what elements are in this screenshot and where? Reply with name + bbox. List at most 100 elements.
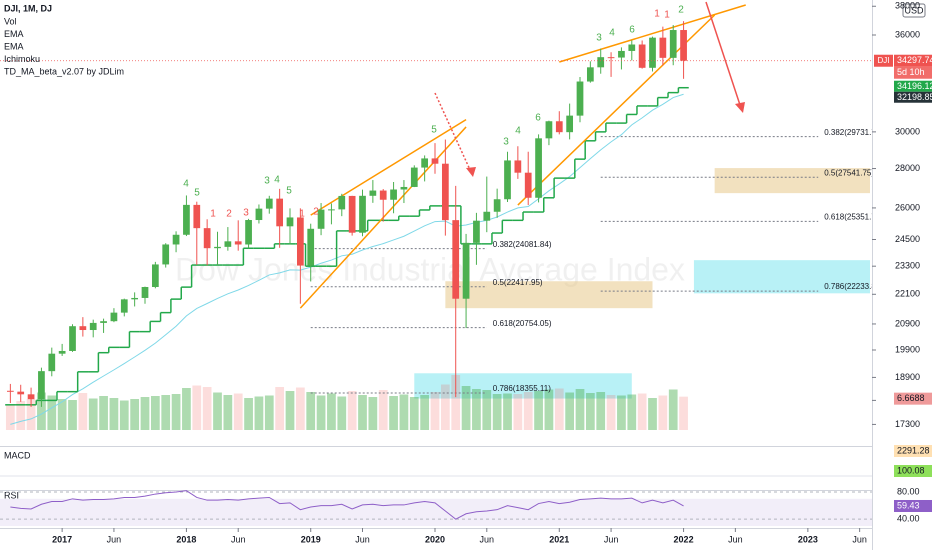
- volume-bar: [57, 399, 67, 430]
- x-tick-label: Jun: [355, 534, 370, 544]
- volume-bar: [130, 399, 140, 430]
- volume-bar: [451, 375, 461, 430]
- volume-bar: [358, 395, 367, 430]
- volume-value: 6.6688: [897, 393, 925, 403]
- td-count: 2: [313, 207, 319, 218]
- candle-body: [680, 30, 687, 61]
- volume-bar: [368, 397, 378, 430]
- candle-body: [193, 204, 201, 229]
- candle-body: [462, 242, 470, 299]
- rsi-label: RSI: [4, 490, 19, 500]
- volume-bar: [679, 396, 688, 430]
- candle-body: [441, 163, 449, 221]
- volume-box: [894, 392, 932, 405]
- arrow: [705, 1, 742, 109]
- y-tick-label: 23300: [895, 261, 920, 271]
- y-tick-label: 30000: [895, 126, 920, 136]
- y-tick-label: 28000: [895, 163, 920, 173]
- candle-body: [317, 209, 325, 229]
- volume-bar: [161, 395, 171, 430]
- x-tick-label: Jun: [231, 534, 246, 544]
- candle-body: [586, 67, 594, 82]
- volume-bar: [109, 398, 119, 430]
- volume-bar: [627, 394, 637, 430]
- candle-body: [58, 350, 66, 354]
- td-count: 5: [194, 188, 200, 199]
- candle-body: [89, 322, 97, 331]
- candle-body: [27, 394, 35, 400]
- volume-bar: [575, 389, 585, 430]
- volume-bar: [668, 389, 678, 430]
- td-count: 1: [654, 9, 660, 20]
- candle-body: [69, 326, 76, 351]
- candle-body: [390, 189, 397, 200]
- x-tick-label: 2022: [674, 534, 694, 544]
- volume-bar: [461, 386, 471, 430]
- volume-bar: [202, 387, 212, 430]
- candle-body: [141, 287, 149, 298]
- rsi-tick-label: 80.00: [897, 486, 920, 496]
- macd-value: 2291.28: [897, 445, 930, 455]
- candle-body: [524, 172, 532, 198]
- fib-label: 0.786(22233.87): [824, 282, 883, 291]
- indicator-value: 34196.12: [897, 81, 932, 91]
- volume-bar: [544, 389, 554, 430]
- volume-bar: [585, 393, 595, 430]
- candle-body: [545, 121, 553, 139]
- volume-bar: [420, 395, 430, 430]
- candle-body: [659, 37, 667, 58]
- candle-body: [265, 198, 273, 209]
- volume-bar: [192, 385, 202, 430]
- volume-bar: [285, 391, 295, 430]
- candle-body: [286, 217, 294, 227]
- rsi-band: [0, 498, 872, 526]
- volume-bar: [337, 396, 347, 430]
- volume-bar: [637, 393, 647, 430]
- volume-bar: [16, 401, 26, 430]
- zone: [693, 260, 870, 294]
- candle-body: [296, 217, 304, 266]
- td-count: 4: [183, 179, 189, 190]
- candle-body: [307, 228, 315, 266]
- volume-bar: [503, 393, 512, 430]
- volume-bar: [275, 387, 285, 430]
- candle-body: [38, 371, 45, 400]
- td-count: 4: [515, 126, 521, 137]
- volume-bar: [306, 392, 316, 430]
- indicator-value: 32198.85: [897, 92, 932, 102]
- currency-box[interactable]: [902, 3, 926, 18]
- drawn-arrows: [434, 1, 745, 177]
- y-tick-label: 17300: [895, 419, 920, 429]
- candle-body: [421, 158, 429, 168]
- legend-entry: Vol: [4, 16, 17, 26]
- legend-entry: EMA: [4, 41, 24, 51]
- rsi-value: 59.43: [897, 500, 920, 510]
- x-tick-label: Jun: [107, 534, 122, 544]
- volume-bar: [254, 396, 264, 430]
- volume-bar: [523, 392, 533, 430]
- volume-bar: [440, 384, 450, 430]
- y-tick-label: 18900: [895, 372, 920, 382]
- volume-bar: [182, 388, 191, 430]
- candle-body: [535, 138, 542, 198]
- volume-bar: [295, 387, 305, 430]
- x-tick-label: 2020: [425, 534, 445, 544]
- candle-body: [473, 220, 480, 243]
- arrow-head: [466, 167, 476, 177]
- volume-bar: [327, 393, 336, 430]
- volume-bar: [26, 399, 36, 430]
- volume-bar: [119, 400, 129, 430]
- trendline: [310, 118, 467, 216]
- volume-bar: [233, 393, 243, 430]
- currency[interactable]: USD: [904, 5, 924, 15]
- volume-bar: [596, 392, 606, 430]
- trendline: [559, 4, 746, 63]
- td-count: 3: [243, 208, 249, 219]
- candle-body: [183, 204, 190, 235]
- y-tick-label: 38000: [895, 1, 920, 11]
- candle-body: [410, 167, 418, 187]
- td-count: 2: [678, 5, 684, 16]
- zone: [714, 168, 870, 194]
- candle-body: [110, 312, 118, 322]
- fib-label: 0.5(22417.95): [493, 278, 543, 287]
